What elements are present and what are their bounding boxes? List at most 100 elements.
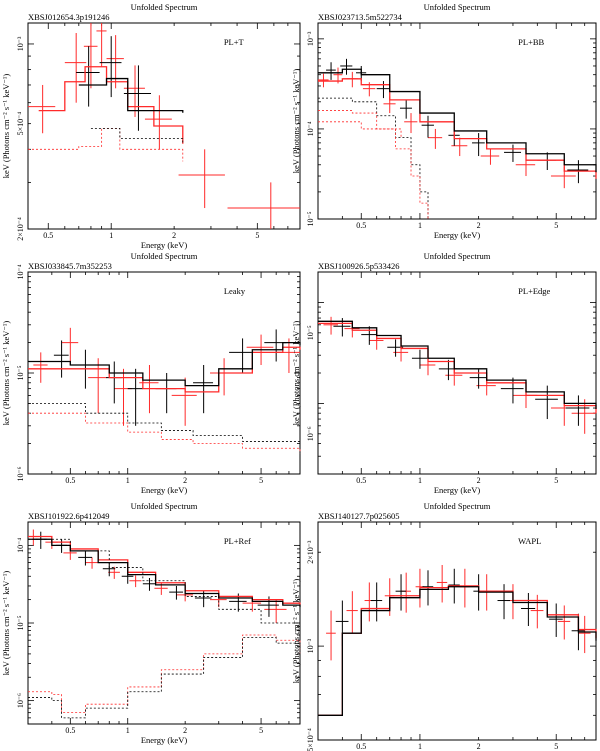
source-name: XBSJ101922.6p412049 [28,511,109,521]
x-tick-label: 0.5 [43,231,53,240]
y-axis-label: keV (Photons cm⁻² s⁻¹ keV⁻¹) [1,571,11,676]
panel-title: Unfolded Spectrum [131,251,198,261]
model-label: Leaky [224,286,246,296]
spectrum-panel-3: Unfolded Spectrum XBSJ033845.7m352253 Leak… [1,251,301,495]
model-step-line [318,585,597,716]
x-tick-label: 1 [109,231,113,240]
x-tick-label: 1 [418,476,422,485]
x-tick-label: 0.5 [356,221,366,230]
x-tick-label: 2 [183,476,187,485]
y-tick-label: 10⁻⁶ [16,466,25,481]
model-label: PL+T [224,37,245,47]
model-step-line [28,403,301,449]
panel-title: Unfolded Spectrum [424,501,491,511]
model-step-line [28,346,301,393]
spectrum-panel-6: Unfolded Spectrum XBSJ140127.7p025605 WAPL… [291,501,597,751]
plot-frame [27,271,301,475]
spectrum-panel-2: Unfolded Spectrum XBSJ023713.5m522734 PL+B… [291,2,597,240]
y-tick-label: 10⁻⁴ [16,264,25,279]
x-tick-label: 1 [126,476,130,485]
plot-frame [27,521,301,725]
y-tick-label: 10⁻⁵ [306,211,315,226]
spectrum-panel-1: Unfolded Spectrum XBSJ012654.3p191246 PL+T… [1,2,301,250]
x-axis-label: Energy (keV) [141,735,188,745]
y-axis-label: keV (Photons cm⁻² s⁻¹ keV⁻¹) [1,321,11,426]
model-label: PL+BB [518,37,544,47]
x-tick-label: 0.5 [356,476,366,485]
x-tick-label: 2 [172,231,176,240]
model-step-line [78,77,184,113]
y-tick-label: 2×10⁻³ [306,540,315,564]
model-label: PL+Ref [224,536,251,546]
model-step-line [318,78,597,179]
x-tick-label: 2 [183,726,187,735]
y-axis-label: keV (Photons cm⁻² s⁻¹ keV⁻¹) [1,74,11,179]
y-axis-label: keV (Photons cm⁻² s⁻¹ keV⁻¹) [291,69,301,174]
x-axis-label: Energy (keV) [434,230,481,240]
y-tick-label: 2×10⁻⁴ [16,217,25,241]
model-step-line [28,341,301,387]
x-tick-label: 5 [554,476,558,485]
model-step-line [90,127,184,144]
model-step-line [318,586,597,716]
panel-title: Unfolded Spectrum [424,251,491,261]
model-step-line [318,68,597,173]
source-name: XBSJ012654.3p191246 [28,12,109,22]
source-name: XBSJ023713.5m522734 [318,12,403,22]
plot-frame [317,521,597,741]
model-label: PL+Edge [518,286,550,296]
y-tick-label: 10⁻³ [306,638,315,653]
x-tick-label: 5 [554,221,558,230]
x-tick-label: 5 [259,476,263,485]
y-tick-label: 10⁻⁴ [306,121,315,136]
y-tick-label: 10⁻⁶ [306,426,315,441]
x-axis-label: Energy (keV) [434,485,481,495]
model-step-line [28,538,301,608]
x-axis-label: Energy (keV) [141,240,188,250]
spectrum-panel-4: Unfolded Spectrum XBSJ100926.5p533426 PL+E… [291,251,597,495]
x-axis-label: Energy (keV) [141,485,188,495]
plot-frame [317,22,597,220]
x-tick-label: 5 [259,726,263,735]
x-tick-label: 0.5 [356,742,366,751]
x-tick-label: 5 [554,742,558,751]
panel-title: Unfolded Spectrum [131,501,198,511]
y-tick-label: 10⁻⁶ [16,693,25,708]
source-name: XBSJ100926.5p533426 [318,261,399,271]
model-step-line [318,110,429,219]
y-tick-label: 10⁻⁵ [16,365,25,380]
y-axis-label: keV (Photons cm⁻² s⁻¹ keV⁻¹) [291,321,301,426]
model-step-line [28,637,301,719]
x-tick-label: 0.5 [65,726,75,735]
model-step-line [28,535,301,606]
plot-frame [27,22,301,230]
y-tick-label: 5×10⁻⁴ [16,112,25,136]
x-tick-label: 2 [477,221,481,230]
model-label: WAPL [518,536,541,546]
x-tick-label: 2 [477,476,481,485]
model-step-line [28,538,301,636]
model-step-line [28,412,301,454]
x-tick-label: 1 [418,221,422,230]
x-tick-label: 2 [477,742,481,751]
y-tick-label: 10⁻⁵ [306,325,315,340]
panel-title: Unfolded Spectrum [424,2,491,12]
x-tick-label: 5 [255,231,259,240]
x-tick-label: 0.5 [65,476,75,485]
source-name: XBSJ033845.7m352253 [28,261,112,271]
x-tick-label: 1 [126,726,130,735]
model-step-line [28,634,301,714]
panel-title: Unfolded Spectrum [131,2,198,12]
source-name: XBSJ140127.7p025605 [318,511,399,521]
y-tick-label: 5×10⁻⁴ [306,728,315,751]
y-tick-label: 10⁻⁵ [16,615,25,630]
spectrum-panel-5: Unfolded Spectrum XBSJ101922.6p412049 PL+R… [1,501,301,745]
y-axis-label: keV (Photons cm⁻² s⁻¹ keV⁻¹) [291,579,301,684]
y-tick-label: 10⁻³ [16,36,25,51]
y-tick-label: 10⁻⁴ [16,538,25,553]
x-tick-label: 1 [418,742,422,751]
model-step-line [318,121,402,138]
y-tick-label: 10⁻³ [306,31,315,46]
model-step-line [318,320,597,410]
